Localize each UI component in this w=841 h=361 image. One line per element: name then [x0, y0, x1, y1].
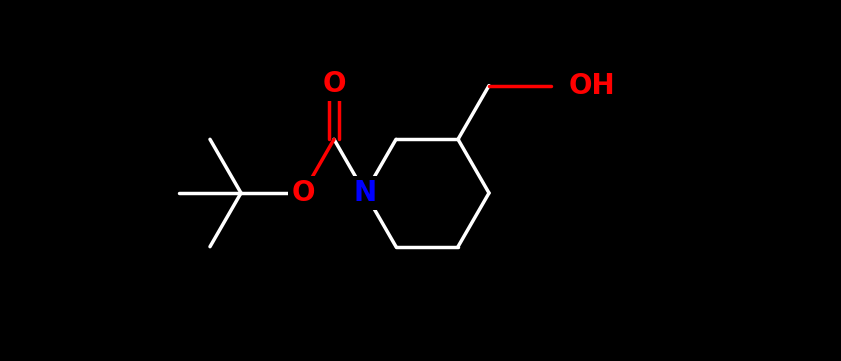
Text: OH: OH [569, 71, 616, 100]
Text: O: O [322, 70, 346, 97]
Text: O: O [291, 179, 315, 207]
Text: N: N [353, 179, 377, 207]
